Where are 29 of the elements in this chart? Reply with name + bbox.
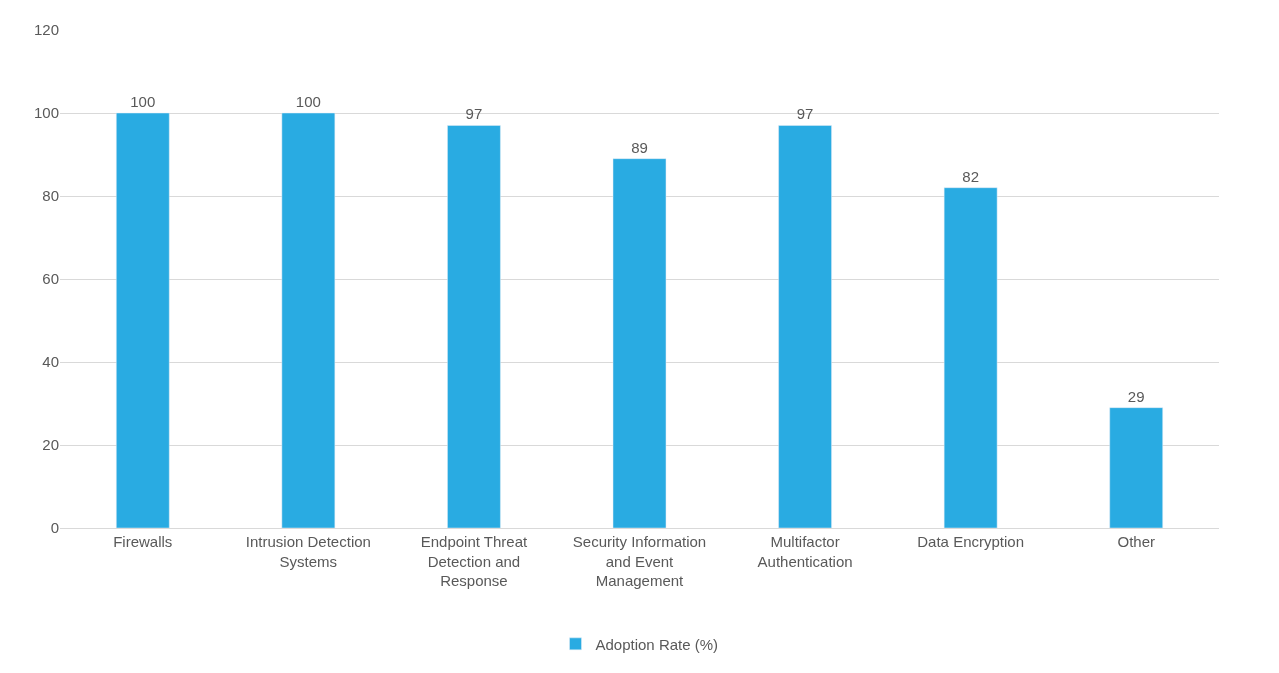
x-tick-label: Firewalls — [113, 533, 173, 550]
bar — [943, 187, 998, 528]
bar — [281, 112, 336, 528]
y-tick-label: 100 — [33, 104, 59, 122]
y-tick-label: 60 — [42, 270, 59, 288]
x-tick-label: Other — [1117, 533, 1155, 550]
y-tick-label: 20 — [42, 436, 59, 454]
y-tick-label: 120 — [33, 21, 59, 39]
x-tick-label: Intrusion Detection Systems — [245, 533, 371, 570]
bar — [116, 112, 170, 528]
data-label: 97 — [796, 105, 814, 123]
x-tick-label: Security Information and Event Management — [572, 533, 707, 589]
x-tick-label: Multifactor Authentication — [757, 533, 853, 570]
data-label: 97 — [465, 105, 483, 123]
data-label: 100 — [130, 93, 156, 110]
y-tick-label: 40 — [42, 353, 59, 371]
bar — [612, 158, 667, 528]
legend-label: Adoption Rate (%) — [595, 635, 719, 653]
y-tick-label: 0 — [50, 519, 59, 537]
bar — [447, 125, 501, 528]
data-label: 89 — [631, 138, 648, 156]
x-tick-label: Endpoint Threat Detection and Response — [420, 533, 528, 589]
y-tick-label: 80 — [42, 187, 59, 205]
bar — [1109, 407, 1163, 528]
data-label: 29 — [1127, 387, 1145, 405]
x-tick-label: Data Encryption — [917, 533, 1025, 550]
data-label: 100 — [295, 93, 321, 110]
bar — [778, 125, 832, 528]
data-label: 82 — [962, 167, 979, 185]
